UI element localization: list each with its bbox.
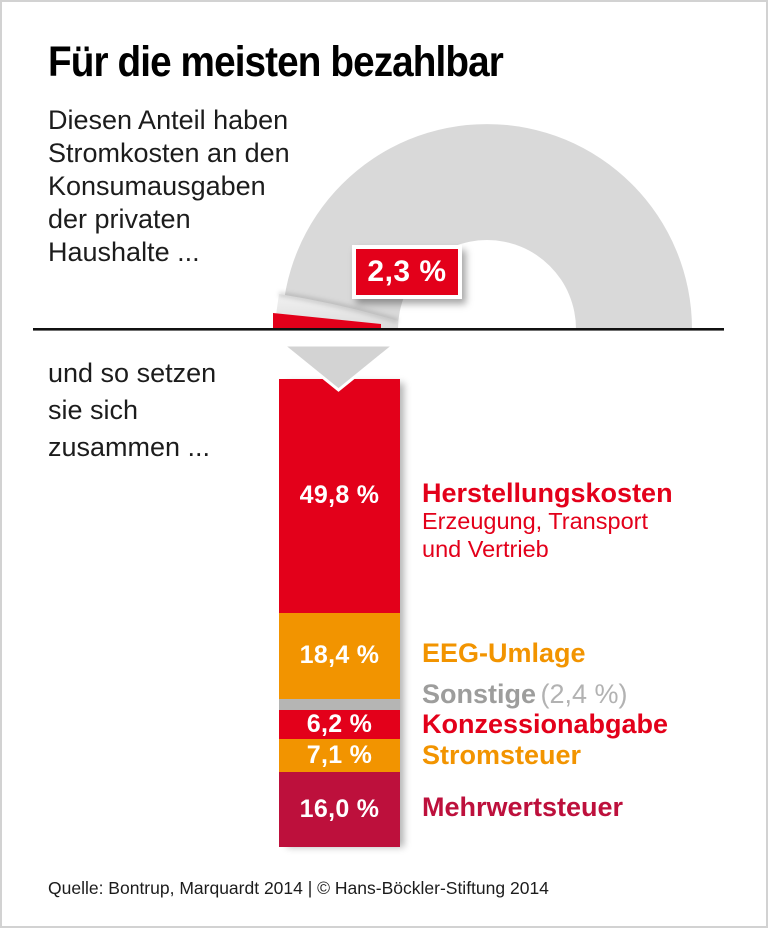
legend-label: Stromsteuer bbox=[422, 740, 582, 770]
bar-segment-eeg-umlage: 18,4 % bbox=[279, 612, 400, 699]
donut-lifted-wedge bbox=[274, 294, 398, 329]
segment-percent-label: 7,1 % bbox=[306, 741, 373, 770]
legend-sublabel: Erzeugung, Transport und Vertrieb bbox=[422, 508, 648, 562]
legend-label: Sonstige bbox=[422, 679, 537, 709]
bar-segment-sonstige bbox=[279, 698, 400, 711]
legend-mehrwertsteuer: Mehrwertsteuer bbox=[422, 793, 623, 821]
divider-line bbox=[33, 328, 724, 331]
donut-value-callout: 2,3 % bbox=[352, 245, 462, 299]
bar-caption: und so setzen sie sich zusammen ... bbox=[48, 358, 217, 462]
bar-segment-konzessionabgabe: 6,2 % bbox=[279, 710, 400, 740]
segment-percent-label: 18,4 % bbox=[299, 641, 380, 670]
bar-segment-stromsteuer: 7,1 % bbox=[279, 739, 400, 773]
page-title: Für die meisten bezahlbar bbox=[48, 38, 504, 86]
bar-segment-mehrwertsteuer: 16,0 % bbox=[279, 772, 400, 848]
legend-label: Herstellungskosten bbox=[422, 478, 673, 508]
legend-herstellungskosten: Herstellungskosten Erzeugung, Transport … bbox=[422, 479, 673, 563]
legend-value-suffix: (2,4 %) bbox=[540, 679, 628, 709]
legend-konzessionabgabe: Konzessionabgabe bbox=[422, 710, 668, 738]
legend-sonstige: Sonstige (2,4 %) bbox=[422, 679, 628, 710]
bar-segment-herstellungskosten: 49,8 % bbox=[279, 379, 400, 613]
legend-label: Mehrwertsteuer bbox=[422, 792, 624, 822]
segment-percent-label: 16,0 % bbox=[299, 795, 380, 824]
segment-percent-label: 49,8 % bbox=[299, 481, 380, 510]
legend-stromsteuer: Stromsteuer bbox=[422, 741, 581, 769]
segment-percent-label: 6,2 % bbox=[306, 710, 373, 739]
legend-label: EEG-Umlage bbox=[422, 638, 586, 668]
legend-label: Konzessionabgabe bbox=[422, 709, 669, 739]
donut-caption: Diesen Anteil haben Stromkosten an den K… bbox=[48, 105, 290, 267]
source-line: Quelle: Bontrup, Marquardt 2014 | © Hans… bbox=[48, 878, 549, 898]
legend-eeg-umlage: EEG-Umlage bbox=[422, 639, 586, 667]
donut-value-label: 2,3 % bbox=[367, 255, 447, 288]
stacked-bar: 49,8 % 18,4 % 6,2 % 7,1 % 16,0 % bbox=[279, 379, 400, 848]
donut-stromkosten-slice bbox=[273, 313, 381, 330]
donut-remainder-slice bbox=[282, 124, 692, 330]
